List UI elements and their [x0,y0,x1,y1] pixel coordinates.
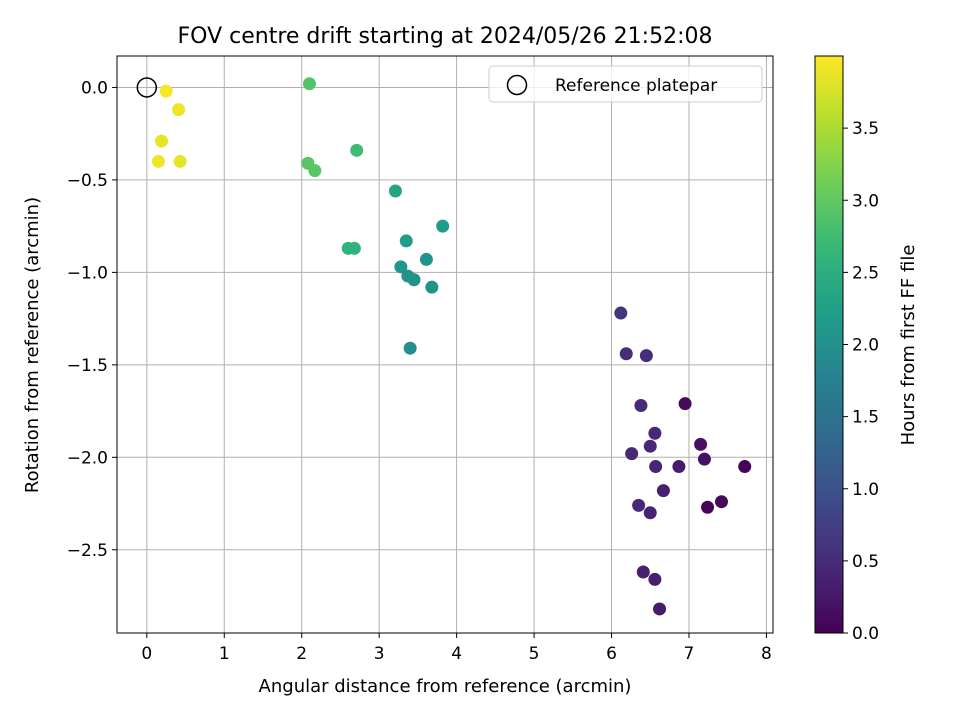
colorbar-gradient [815,56,843,633]
data-point [172,103,186,117]
colorbar-tick-label: 1.0 [852,480,879,500]
data-point [625,447,639,461]
x-tick-label: 5 [529,644,540,664]
data-point [619,347,633,361]
y-axis-label: Rotation from reference (arcmin) [22,197,43,493]
chart-title: FOV centre drift starting at 2024/05/26 … [178,24,713,49]
x-tick-label: 1 [219,644,230,664]
legend-label: Reference platepar [555,76,717,96]
data-point [694,437,708,451]
data-point [648,572,662,586]
x-axis-ticks: 0 1 2 3 4 5 6 7 8 [141,633,772,664]
colorbar-tick-label: 3.5 [852,119,879,139]
data-point [151,154,165,168]
colorbar-ticks: 0.0 0.5 1.0 1.5 2.0 2.5 3.0 3.5 [843,119,879,644]
data-point [648,426,662,440]
data-point [634,399,648,413]
y-tick-label: −2.0 [67,448,108,468]
data-point [302,77,316,91]
data-point [649,460,663,474]
scatter-points [151,77,752,616]
data-point [155,134,169,148]
data-point [738,460,752,474]
data-point [672,460,686,474]
x-tick-label: 2 [296,644,307,664]
x-tick-label: 3 [374,644,385,664]
data-point [714,495,728,509]
colorbar-tick-label: 2.5 [852,263,879,283]
data-point [347,241,361,255]
x-tick-label: 0 [141,644,152,664]
colorbar-tick-label: 2.0 [852,336,879,356]
data-point [643,439,657,453]
y-tick-label: −2.5 [67,541,108,561]
colorbar-tick-label: 3.0 [852,191,879,211]
x-tick-label: 8 [761,644,772,664]
data-point [308,164,322,178]
y-tick-label: −0.5 [67,171,108,191]
plot-frame [116,55,774,634]
legend: Reference platepar [488,65,763,103]
reference-platepar-marker [136,77,158,98]
data-point [159,84,173,98]
data-point [173,154,187,168]
data-point [643,506,657,520]
y-tick-label: −1.5 [67,356,108,376]
data-point [436,219,450,233]
data-point [388,184,402,198]
y-tick-label: −1.0 [67,263,108,283]
colorbar-tick-label: 0.0 [852,624,879,644]
data-point [632,498,646,512]
data-point [656,484,670,498]
data-point [407,273,421,287]
data-point [678,397,692,411]
data-point [399,234,413,248]
data-point [403,341,417,355]
data-point [419,252,433,266]
x-tick-label: 4 [451,644,462,664]
y-tick-label: 0.0 [81,78,108,98]
colorbar-label: Hours from first FF file [898,245,919,446]
x-axis-label: Angular distance from reference (arcmin) [259,676,632,697]
colorbar-tick-label: 1.5 [852,408,879,428]
colorbar: 0.0 0.5 1.0 1.5 2.0 2.5 3.0 3.5 Hours from firs… [814,55,919,644]
x-tick-label: 7 [684,644,695,664]
data-point [636,565,650,579]
x-tick-label: 6 [606,644,617,664]
legend-box [488,65,763,103]
data-point [614,306,628,320]
legend-marker-icon [506,74,528,96]
data-point [701,500,715,514]
data-point [425,280,439,294]
data-point [653,602,667,616]
data-point [639,349,653,363]
colorbar-tick-label: 0.5 [852,552,879,572]
y-axis-ticks: 0.0 −0.5 −1.0 −1.5 −2.0 −2.5 [67,78,117,561]
data-point [394,260,408,274]
data-point [350,143,364,157]
data-point [697,452,711,466]
